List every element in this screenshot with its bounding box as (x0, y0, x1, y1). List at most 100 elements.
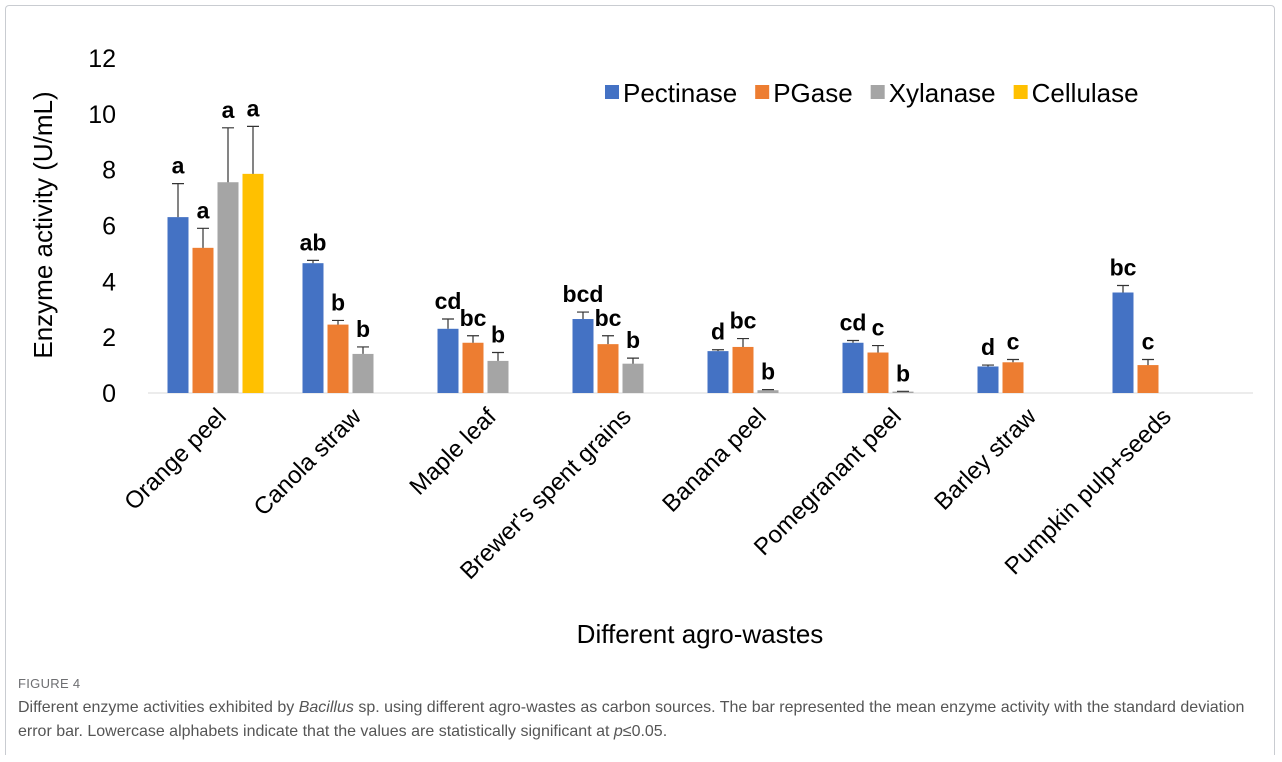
error-bar (872, 344, 884, 353)
significance-letter: a (222, 97, 235, 123)
x-tick-label: Barley straw (929, 403, 1042, 516)
legend-swatch (755, 85, 770, 99)
x-tick-label: Canola straw (249, 403, 368, 522)
error-bar (307, 259, 319, 264)
error-bar (712, 349, 724, 352)
significance-letter: b (491, 322, 505, 348)
error-bar (332, 319, 344, 325)
legend-label: Pectinase (623, 78, 737, 108)
significance-letter: d (981, 334, 995, 360)
legend-label: PGase (773, 78, 853, 108)
significance-letter: b (761, 359, 775, 385)
bar (1137, 365, 1159, 393)
y-tick-label: 0 (102, 380, 116, 408)
significance-letter: cd (435, 288, 462, 314)
bar (572, 319, 594, 393)
caption-text: ≤0.05. (622, 723, 668, 740)
error-bar (222, 127, 234, 183)
error-bar (442, 318, 454, 329)
figure-label: FIGURE 4 (18, 676, 81, 691)
error-bar (847, 339, 859, 343)
error-bar (492, 351, 504, 361)
error-bar (197, 227, 209, 248)
y-tick-label: 12 (88, 45, 116, 73)
error-bar (172, 183, 184, 218)
bar (892, 391, 914, 393)
figure-caption: Different enzyme activities exhibited by… (18, 696, 1263, 744)
error-bar (762, 389, 774, 391)
bar (217, 182, 239, 393)
bar (867, 352, 889, 393)
caption-text: sp. using different agro-wastes as carbo… (18, 699, 1245, 740)
bar (757, 390, 779, 393)
error-bar (602, 335, 614, 345)
significance-letter: c (872, 315, 885, 341)
error-bar (1117, 284, 1129, 293)
bar (302, 263, 324, 393)
legend-swatch (870, 85, 885, 99)
significance-letter: bc (460, 305, 487, 331)
legend-label: Cellulase (1032, 78, 1139, 108)
significance-letter: c (1142, 329, 1155, 355)
bar (167, 217, 189, 393)
significance-letter: bc (1110, 255, 1137, 281)
caption-text: Different enzyme activities exhibited by (18, 699, 299, 716)
significance-letter: c (1007, 329, 1020, 355)
x-axis-title: Different agro-wastes (577, 619, 824, 649)
significance-letter: bcd (563, 281, 604, 307)
bar (352, 353, 374, 393)
x-tick-label: Banana peel (657, 403, 771, 517)
y-tick-label: 6 (102, 213, 116, 241)
legend-label: Xylanase (889, 78, 996, 108)
legend-swatch (1013, 85, 1028, 99)
error-bar (577, 311, 589, 320)
significance-letter: ab (300, 229, 327, 255)
x-tick-label: Pomegranant peel (749, 403, 907, 561)
error-bar (1142, 358, 1154, 366)
bar (487, 360, 509, 393)
significance-letter: bc (595, 305, 622, 331)
error-bar (467, 335, 479, 343)
y-tick-label: 8 (102, 157, 116, 185)
bar (327, 324, 349, 393)
caption-text: p (613, 723, 623, 740)
bar (462, 342, 484, 393)
error-bar (737, 337, 749, 347)
error-bar (982, 364, 994, 367)
y-tick-label: 2 (102, 324, 116, 352)
significance-letter: b (896, 360, 910, 386)
significance-letter: a (247, 95, 260, 121)
significance-letter: d (711, 319, 725, 345)
significance-letter: bc (730, 308, 757, 334)
bar (707, 351, 729, 393)
x-tick-label: Orange peel (119, 403, 231, 515)
x-tick-label: Maple leaf (404, 403, 502, 501)
error-bar (247, 125, 259, 174)
significance-letter: b (356, 316, 370, 342)
legend-swatch (605, 85, 619, 99)
bar (732, 346, 754, 393)
y-axis-title: Enzyme activity (U/mL) (28, 91, 58, 358)
bar (242, 173, 264, 393)
chart: Enzyme activity (U/mL) Different agro-wa… (28, 45, 1253, 649)
error-bar (357, 346, 369, 354)
bar (1112, 292, 1134, 393)
significance-letter: a (197, 197, 210, 223)
y-tick-label: 10 (88, 101, 116, 129)
bar (622, 363, 644, 393)
significance-letter: a (172, 153, 185, 179)
y-tick-label: 4 (102, 268, 116, 296)
bar (597, 344, 619, 393)
bar (842, 342, 864, 393)
bar (1002, 362, 1024, 393)
bar (977, 366, 999, 393)
significance-letter: cd (840, 310, 867, 336)
bar (437, 328, 459, 393)
caption-text: Bacillus (298, 699, 354, 716)
figure-frame (5, 5, 1275, 755)
error-bar (1007, 358, 1019, 363)
significance-letter: b (331, 289, 345, 315)
bar (192, 247, 214, 393)
significance-letter: b (626, 327, 640, 353)
